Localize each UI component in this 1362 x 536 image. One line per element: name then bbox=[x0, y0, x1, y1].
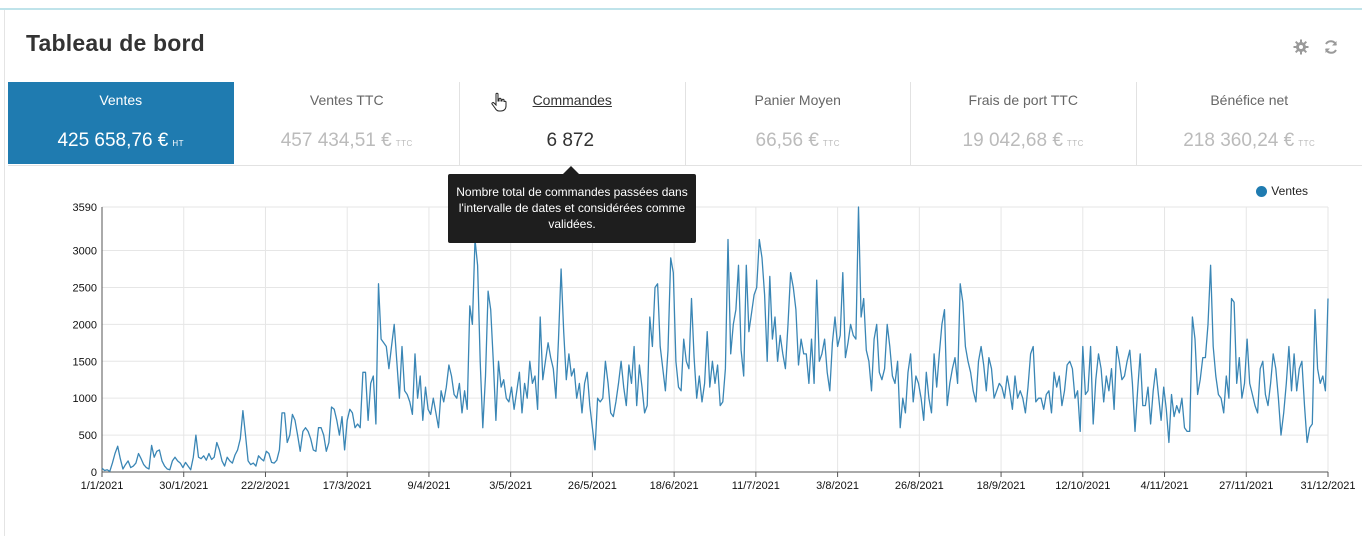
y-tick-label: 3590 bbox=[73, 202, 97, 214]
y-tick-label: 0 bbox=[91, 467, 97, 479]
kpi-unit: TTC bbox=[395, 139, 413, 148]
kpi-value: 19 042,68 € TTC bbox=[911, 130, 1136, 152]
kpi-ventes-ttc[interactable]: Ventes TTC 457 434,51 € TTC bbox=[235, 82, 460, 166]
kpi-value: 66,56 € TTC bbox=[686, 130, 911, 152]
kpi-frais-de-port[interactable]: Frais de port TTC 19 042,68 € TTC bbox=[911, 82, 1137, 166]
kpi-value-number: 218 360,24 € bbox=[1183, 130, 1295, 151]
legend-label: Ventes bbox=[1271, 184, 1308, 198]
y-tick-label: 1500 bbox=[73, 356, 97, 368]
x-tick-label: 30/1/2021 bbox=[159, 480, 208, 492]
y-tick-label: 500 bbox=[79, 430, 97, 442]
x-tick-label: 1/1/2021 bbox=[81, 480, 124, 492]
kpi-unit: TTC bbox=[822, 139, 840, 148]
series-line-ventes bbox=[101, 206, 1329, 472]
x-tick-label: 12/10/2021 bbox=[1055, 480, 1110, 492]
chart-grid bbox=[101, 206, 1329, 473]
kpi-label: Panier Moyen bbox=[754, 92, 841, 108]
kpi-value-number: 457 434,51 € bbox=[280, 130, 392, 151]
x-tick-label: 3/8/2021 bbox=[816, 480, 859, 492]
x-tick-label: 11/7/2021 bbox=[732, 480, 780, 492]
kpi-commandes[interactable]: Commandes 6 872 bbox=[460, 82, 686, 166]
chart-legend[interactable]: Ventes bbox=[1256, 184, 1308, 198]
x-tick-label: 18/9/2021 bbox=[977, 480, 1026, 492]
kpi-value-number: 66,56 € bbox=[755, 130, 819, 151]
y-tick-label: 1000 bbox=[73, 393, 97, 405]
kpi-ventes[interactable]: Ventes 425 658,76 € HT bbox=[8, 82, 234, 164]
hand-cursor-icon bbox=[491, 92, 507, 112]
x-tick-label: 9/4/2021 bbox=[408, 480, 451, 492]
x-tick-label: 26/8/2021 bbox=[895, 480, 944, 492]
gear-icon[interactable] bbox=[1292, 38, 1310, 56]
kpi-value: 425 658,76 € HT bbox=[8, 130, 234, 152]
page-title: Tableau de bord bbox=[26, 30, 205, 56]
x-tick-label: 4/11/2021 bbox=[1140, 480, 1188, 492]
kpi-panier-moyen[interactable]: Panier Moyen 66,56 € TTC bbox=[686, 82, 911, 166]
y-axis-labels: 0 500 1000 1500 2000 2500 3000 3590 bbox=[73, 202, 97, 479]
kpi-label: Ventes TTC bbox=[309, 92, 384, 108]
kpi-value: 457 434,51 € TTC bbox=[235, 130, 460, 152]
legend-dot bbox=[1256, 185, 1268, 197]
x-tick-label: 18/6/2021 bbox=[650, 480, 699, 492]
x-tick-label: 27/11/2021 bbox=[1219, 480, 1273, 492]
kpi-label: Commandes bbox=[532, 92, 612, 108]
kpi-tabs: Ventes 425 658,76 € HT Ventes TTC 457 434… bbox=[8, 82, 1362, 166]
y-tick-label: 2500 bbox=[73, 282, 97, 294]
commandes-tooltip: Nombre total de commandes passées dans l… bbox=[448, 174, 696, 243]
x-tick-label: 31/12/2021 bbox=[1300, 480, 1355, 492]
x-tick-label: 3/5/2021 bbox=[489, 480, 532, 492]
kpi-unit: HT bbox=[172, 139, 185, 148]
kpi-value: 6 872 bbox=[460, 130, 685, 152]
y-tick-label: 2000 bbox=[73, 319, 97, 331]
kpi-label: Frais de port TTC bbox=[968, 92, 1078, 108]
kpi-value-number: 19 042,68 € bbox=[962, 130, 1063, 151]
kpi-unit: TTC bbox=[1298, 139, 1316, 148]
x-tick-label: 26/5/2021 bbox=[568, 480, 617, 492]
kpi-value-number: 6 872 bbox=[546, 130, 595, 151]
header-actions bbox=[1292, 38, 1340, 56]
kpi-unit: TTC bbox=[1066, 139, 1084, 148]
x-axis-labels: 1/1/2021 30/1/2021 22/2/2021 17/3/2021 9/4/2… bbox=[81, 480, 1356, 492]
x-tick-label: 22/2/2021 bbox=[241, 480, 290, 492]
kpi-label: Bénéfice net bbox=[1210, 92, 1289, 108]
x-tick-label: 17/3/2021 bbox=[323, 480, 372, 492]
refresh-icon[interactable] bbox=[1322, 38, 1340, 56]
y-tick-label: 3000 bbox=[73, 246, 97, 258]
top-accent-line bbox=[0, 8, 1362, 10]
kpi-value: 218 360,24 € TTC bbox=[1137, 130, 1362, 152]
dashboard-header: Tableau de bord bbox=[26, 30, 205, 57]
chart-series bbox=[101, 206, 1329, 472]
chart-axes bbox=[101, 207, 1329, 477]
kpi-label: Ventes bbox=[99, 92, 143, 108]
kpi-benefice-net[interactable]: Bénéfice net 218 360,24 € TTC bbox=[1137, 82, 1362, 166]
tooltip-arrow bbox=[563, 166, 579, 174]
kpi-value-number: 425 658,76 € bbox=[57, 130, 169, 151]
